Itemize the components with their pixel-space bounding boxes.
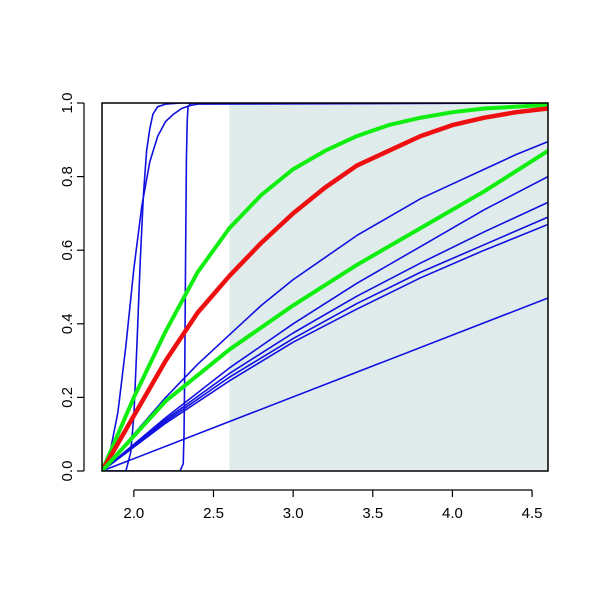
y-tick-label: 0.6	[59, 240, 76, 261]
x-tick-label: 4.5	[522, 505, 543, 522]
shaded-region	[229, 103, 548, 471]
y-tick-label: 0.8	[59, 166, 76, 187]
y-axis: 0.0 0.2 0.4 0.6 0.8 1.0	[59, 93, 85, 482]
series-line-11	[102, 106, 548, 471]
series-line-8	[102, 223, 548, 471]
x-tick-label: 3.5	[362, 505, 383, 522]
series-line-9	[102, 297, 548, 471]
series-line-10	[102, 103, 548, 471]
series-line-5	[102, 175, 548, 471]
x-axis: 2.0 2.5 3.0 3.5 4.0 4.5	[123, 489, 543, 522]
series-line-6	[102, 201, 548, 471]
series-layer	[102, 103, 548, 471]
series-line-4	[102, 140, 548, 471]
y-tick-label: 1.0	[59, 93, 76, 114]
plot-frame	[101, 102, 549, 472]
x-tick-label: 2.5	[203, 505, 224, 522]
series-line-12	[102, 148, 548, 471]
y-tick-label: 0.0	[59, 461, 76, 482]
y-tick-label: 0.4	[59, 313, 76, 334]
x-tick-label: 3.0	[283, 505, 304, 522]
y-tick-label: 0.2	[59, 387, 76, 408]
series-line-7	[102, 216, 548, 471]
series-line-3	[102, 103, 548, 471]
x-tick-label: 4.0	[442, 505, 463, 522]
x-tick-label: 2.0	[123, 505, 144, 522]
